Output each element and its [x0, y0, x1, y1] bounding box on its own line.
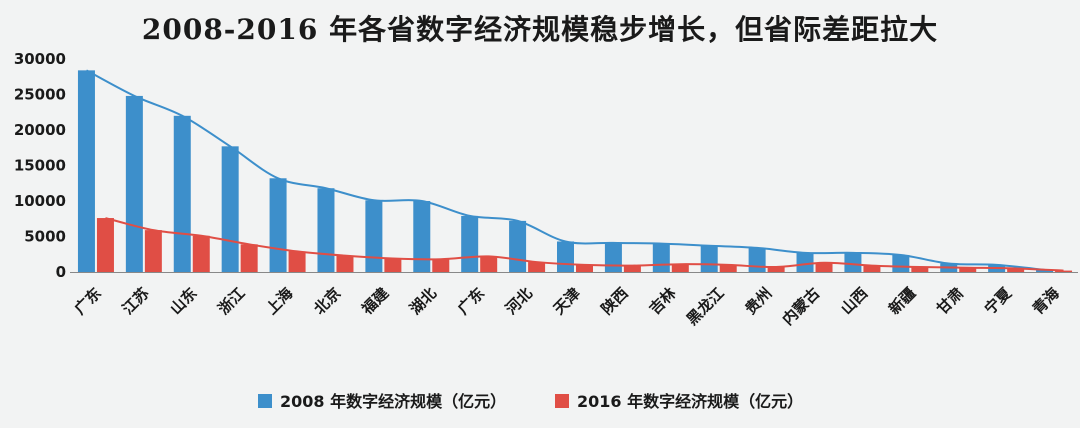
bar-2008 — [317, 188, 335, 272]
bar-2008 — [652, 243, 670, 272]
bar-2016 — [480, 256, 498, 272]
bar-2016 — [192, 235, 210, 272]
x-tick-label: 黑龙江 — [683, 284, 728, 329]
bar-2016 — [240, 244, 258, 272]
bar-2016 — [815, 262, 833, 272]
x-axis: 广东 江苏 山东 浙江 上海 北京 福建 湖北 广东 河北 天津 陕西 吉林 黑龙江 贵州 内蒙古 山西 新疆 甘肃… — [70, 272, 1078, 329]
y-tick-label: 10000 — [14, 192, 66, 210]
legend-swatch — [555, 394, 569, 408]
x-tick-label: 内蒙古 — [779, 284, 824, 329]
bar-2016 — [767, 267, 785, 272]
bar-2008 — [77, 70, 95, 272]
x-tick-label: 湖北 — [406, 284, 440, 318]
x-tick-label: 山西 — [837, 284, 871, 318]
bar-2008 — [509, 220, 527, 272]
x-tick-label: 江苏 — [119, 284, 153, 318]
bar-2016 — [384, 258, 402, 272]
bar-2016 — [959, 267, 977, 272]
y-tick-label: 5000 — [24, 228, 66, 246]
bar-2008 — [796, 252, 814, 272]
bar-2008 — [748, 247, 766, 272]
bar-2008 — [413, 201, 431, 272]
bar-2016 — [144, 230, 162, 272]
bar-2008 — [557, 241, 574, 272]
x-tick-label: 贵州 — [741, 284, 775, 318]
x-tick-label: 山东 — [167, 284, 201, 318]
bar-2016 — [288, 251, 306, 272]
bar-2008 — [221, 146, 239, 272]
trend-line-2008 — [85, 69, 1045, 271]
x-tick-label: 天津 — [550, 284, 584, 318]
x-tick-label: 甘肃 — [933, 284, 967, 318]
bar-2008 — [700, 245, 718, 272]
x-tick-label: 吉林 — [646, 283, 681, 318]
x-tick-label: 河北 — [502, 284, 536, 318]
x-tick-label: 陕西 — [598, 284, 632, 318]
x-tick-label: 广东 — [454, 284, 488, 318]
bar-2008 — [1036, 269, 1054, 272]
x-tick-label: 新疆 — [885, 284, 919, 318]
bar-2008 — [604, 242, 622, 272]
y-tick-label: 15000 — [14, 157, 66, 175]
trend-line-2016 — [105, 217, 1064, 272]
bar-2008 — [365, 200, 383, 272]
legend-swatch — [258, 394, 272, 408]
bar-2016 — [623, 265, 641, 272]
bar-2016 — [96, 218, 114, 272]
y-tick-label: 30000 — [14, 50, 66, 68]
y-tick-label: 0 — [56, 263, 66, 281]
legend-label: 2016 年数字经济规模（亿元） — [577, 392, 803, 411]
x-tick-label: 宁夏 — [981, 283, 1016, 318]
bar-2016 — [432, 259, 450, 272]
bar-2016 — [528, 262, 546, 272]
bar-2008 — [269, 178, 287, 272]
x-tick-label: 广东 — [71, 284, 105, 318]
bar-2016 — [576, 264, 593, 272]
bar-2016 — [719, 264, 737, 272]
bar-2016 — [1007, 268, 1025, 272]
bar-2016 — [1055, 270, 1073, 272]
bar-2016 — [671, 264, 689, 272]
trend-lines — [85, 69, 1064, 272]
bar-2008 — [461, 215, 479, 272]
legend-label: 2008 年数字经济规模（亿元） — [280, 392, 506, 411]
legend: 2008 年数字经济规模（亿元） 2016 年数字经济规模（亿元） — [258, 392, 803, 411]
bars — [77, 70, 1073, 272]
x-tick-label: 北京 — [310, 284, 344, 318]
y-tick-label: 20000 — [14, 121, 66, 139]
y-axis: 0 5000 10000 15000 20000 25000 30000 — [14, 50, 66, 281]
x-tick-label: 浙江 — [215, 284, 249, 318]
bar-2008 — [125, 95, 143, 272]
bar-2008 — [844, 252, 862, 272]
bar-2016 — [863, 265, 881, 272]
x-tick-label: 福建 — [358, 283, 393, 318]
bar-2016 — [911, 267, 929, 272]
y-tick-label: 25000 — [14, 86, 66, 104]
bar-2016 — [336, 255, 354, 272]
x-tick-label: 上海 — [262, 284, 296, 318]
bar-2008 — [892, 254, 910, 272]
chart-title: 2008-2016 年各省数字经济规模稳步增长，但省际差距拉大 — [141, 13, 939, 46]
bar-2008 — [173, 115, 191, 272]
x-tick-label: 青海 — [1029, 284, 1063, 318]
